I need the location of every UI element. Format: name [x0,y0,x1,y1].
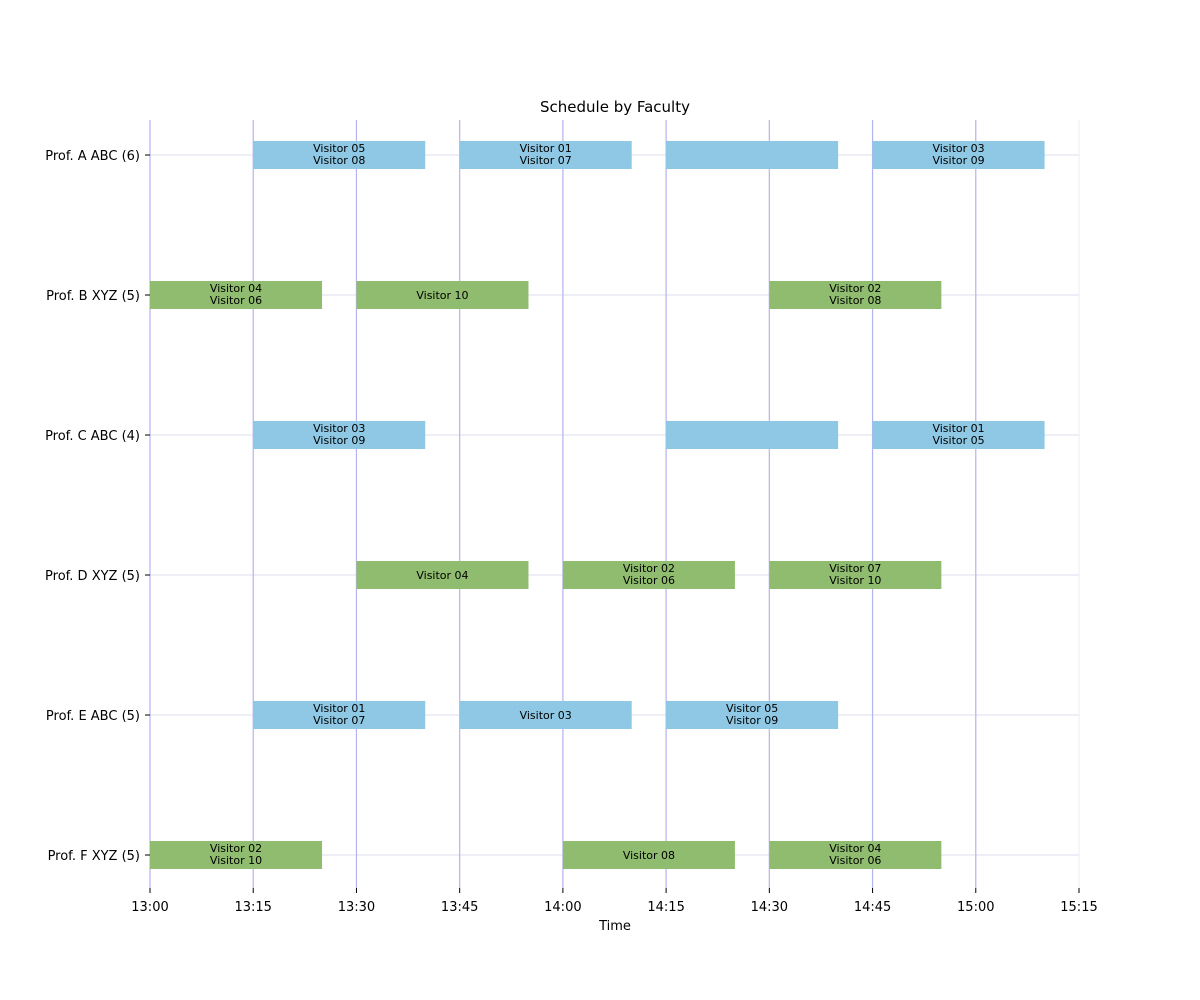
session-visitor-label: Visitor 01 [520,142,572,155]
session-bar [769,281,942,309]
chart-title: Schedule by Faculty [540,98,690,116]
session-visitor-label: Visitor 04 [210,282,262,295]
y-tick-label-prof-c-abc-4: Prof. C ABC (4) [45,429,140,444]
session-visitor-label: Visitor 07 [520,154,572,167]
session-visitor-label: Visitor 05 [932,434,984,447]
x-tick-label-1330: 13:30 [338,900,375,915]
x-tick-label-1500: 15:00 [957,900,994,915]
session-visitor-label: Visitor 09 [932,154,984,167]
session-visitor-label: Visitor 03 [313,422,365,435]
session-visitor-label: Visitor 02 [829,282,881,295]
session-visitor-label: Visitor 03 [520,709,572,722]
session-visitor-label: Visitor 08 [313,154,365,167]
session-bar [150,841,323,869]
x-tick-label-1300: 13:00 [131,900,168,915]
session-bar [356,281,529,309]
x-tick-label-1400: 14:00 [544,900,581,915]
session-visitor-label: Visitor 01 [313,702,365,715]
session-visitor-label: Visitor 03 [932,142,984,155]
x-axis-label: Time [598,919,631,934]
session-bar [356,561,529,589]
x-tick-label-1345: 13:45 [441,900,478,915]
x-tick-label-1315: 13:15 [234,900,271,915]
session-visitor-label: Visitor 10 [829,574,881,587]
session-visitor-label: Visitor 09 [313,434,365,447]
x-tick-label-1415: 14:15 [647,900,684,915]
session-bar [666,141,839,169]
session-visitor-label: Visitor 10 [210,854,262,867]
y-tick-label-prof-b-xyz-5: Prof. B XYZ (5) [46,289,140,304]
session-visitor-label: Visitor 06 [829,854,881,867]
session-bar [562,561,735,589]
session-visitor-label: Visitor 02 [623,562,675,575]
session-visitor-label: Visitor 04 [416,569,468,582]
y-axis-tick-labels: Prof. A ABC (6) Prof. B XYZ (5) Prof. C AB… [45,149,150,864]
session-bar [872,421,1045,449]
time-gridlines [149,120,1080,888]
session-bar [459,141,632,169]
y-tick-label-prof-a-abc-6: Prof. A ABC (6) [45,149,140,164]
session-bar [253,701,426,729]
session-visitor-label: Visitor 07 [313,714,365,727]
session-bar [872,141,1045,169]
session-visitor-label: Visitor 08 [623,849,675,862]
y-tick-label-prof-d-xyz-5: Prof. D XYZ (5) [45,569,140,584]
session-visitor-label: Visitor 01 [932,422,984,435]
session-bar [666,701,839,729]
session-bar [253,141,426,169]
session-visitor-label: Visitor 08 [829,294,881,307]
session-visitor-label: Visitor 07 [829,562,881,575]
session-visitor-label: Visitor 06 [210,294,262,307]
session-visitor-label: Visitor 02 [210,842,262,855]
session-bar [562,841,735,869]
session-visitor-label: Visitor 10 [416,289,468,302]
session-visitor-label: Visitor 04 [829,842,881,855]
x-tick-label-1445: 14:45 [854,900,891,915]
session-bar [769,841,942,869]
session-visitor-label: Visitor 05 [726,702,778,715]
session-bar [666,421,839,449]
session-visitor-label: Visitor 05 [313,142,365,155]
session-bar [769,561,942,589]
session-visitor-label: Visitor 09 [726,714,778,727]
x-tick-label-1430: 14:30 [751,900,788,915]
horizontal-gridlines [150,154,1079,856]
session-bar [150,281,323,309]
y-tick-label-prof-e-abc-5: Prof. E ABC (5) [46,709,140,724]
session-bar [253,421,426,449]
y-tick-label-prof-f-xyz-5: Prof. F XYZ (5) [48,849,140,864]
session-bar [459,701,632,729]
x-tick-label-1515: 15:15 [1060,900,1097,915]
session-visitor-label: Visitor 06 [623,574,675,587]
x-axis-ticks: 13:00 13:15 13:30 13:45 14:00 14:15 14:30 14:45… [131,888,1098,915]
